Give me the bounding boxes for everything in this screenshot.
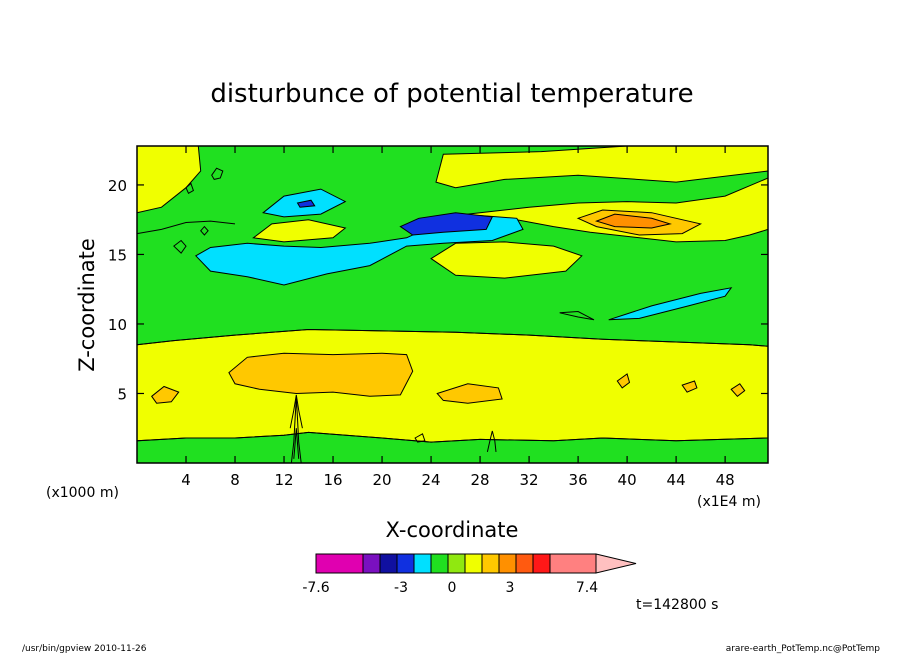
y-axis-label: Z-coordinate bbox=[75, 238, 99, 372]
contour-line bbox=[289, 394, 303, 429]
x-tick-label: 40 bbox=[618, 471, 637, 489]
colorbar-labels: -7.6 -3 0 3 7.4 bbox=[302, 580, 598, 596]
contour-region-dark_orange bbox=[594, 213, 672, 229]
contour-line bbox=[200, 225, 209, 236]
colorbar-swatch bbox=[515, 553, 534, 574]
x-tick-label: 8 bbox=[230, 471, 240, 489]
x-tick-label: 16 bbox=[323, 471, 342, 489]
colorbar-swatch bbox=[549, 553, 597, 574]
x-tick-label: 4 bbox=[181, 471, 191, 489]
contour-region-orange bbox=[228, 352, 414, 397]
filled-contour-regions bbox=[136, 145, 769, 443]
contour-line bbox=[136, 220, 236, 235]
colorbar-swatch bbox=[532, 553, 551, 574]
colorbar-swatch bbox=[481, 553, 500, 574]
contour-region-orange bbox=[436, 383, 503, 404]
x-axis-ticks: 4 8 12 16 20 24 28 32 36 40 44 48 bbox=[181, 146, 735, 489]
contour-line bbox=[414, 433, 426, 443]
colorbar-label: -3 bbox=[394, 580, 408, 596]
colorbar-swatch bbox=[396, 553, 415, 574]
time-label: t=142800 s bbox=[636, 597, 718, 613]
x-unit-left: (x1000 m) bbox=[46, 485, 119, 501]
colorbar-swatch bbox=[379, 553, 398, 574]
colorbar-label: 3 bbox=[506, 580, 515, 596]
y-tick-label: 15 bbox=[108, 246, 127, 264]
x-tick-label: 32 bbox=[520, 471, 539, 489]
contour-region-yellow bbox=[136, 328, 769, 443]
footer-left: /usr/bin/gpview 2010-11-26 bbox=[22, 644, 147, 654]
footer-right: arare-earth_PotTemp.nc@PotTemp bbox=[726, 644, 881, 654]
contour-region-orange bbox=[616, 373, 631, 389]
contour-line bbox=[136, 328, 769, 347]
x-tick-label: 12 bbox=[274, 471, 293, 489]
contour-region-blue bbox=[399, 212, 494, 236]
chart-title: disturbunce of potential temperature bbox=[210, 79, 693, 109]
contour-region-orange bbox=[681, 380, 698, 393]
x-tick-label: 20 bbox=[373, 471, 392, 489]
colorbar-label: 0 bbox=[448, 580, 457, 596]
contour-region-orange bbox=[151, 385, 180, 404]
x-tick-label: 24 bbox=[422, 471, 441, 489]
plot-frame bbox=[136, 145, 769, 464]
y-tick-label: 5 bbox=[117, 385, 127, 403]
contour-line bbox=[173, 239, 187, 254]
contour-line bbox=[486, 430, 497, 453]
contour-line bbox=[559, 310, 595, 321]
x-axis-label: X-coordinate bbox=[386, 518, 519, 542]
colorbar-swatch bbox=[430, 553, 449, 574]
contour-line bbox=[136, 431, 769, 443]
colorbar-label: -7.6 bbox=[302, 580, 329, 596]
colorbar-swatch bbox=[315, 553, 364, 574]
contour-region-yellow bbox=[252, 219, 347, 243]
y-axis-ticks: 5 10 15 20 bbox=[108, 177, 768, 403]
colorbar-swatch bbox=[362, 553, 381, 574]
contour-region-blue bbox=[296, 199, 316, 208]
colorbar-swatch bbox=[447, 553, 466, 574]
colorbar-swatch bbox=[413, 553, 432, 574]
y-tick-label: 10 bbox=[108, 316, 127, 334]
contour-region-cyan bbox=[608, 287, 733, 321]
contour-line bbox=[185, 182, 195, 195]
x-tick-label: 36 bbox=[569, 471, 588, 489]
contour-line bbox=[293, 428, 300, 459]
contour-region-yellow bbox=[430, 241, 583, 279]
contour-line bbox=[211, 167, 224, 180]
x-tick-label: 48 bbox=[716, 471, 735, 489]
colorbar-arrow bbox=[595, 553, 637, 574]
contour-lines bbox=[136, 167, 769, 464]
colorbar-swatch bbox=[498, 553, 517, 574]
y-tick-label: 20 bbox=[108, 177, 127, 195]
x-unit-right: (x1E4 m) bbox=[697, 494, 761, 510]
colorbar-swatch bbox=[464, 553, 483, 574]
contour-region-orange bbox=[730, 383, 746, 397]
colorbar bbox=[315, 553, 637, 574]
x-tick-label: 28 bbox=[471, 471, 490, 489]
x-tick-label: 44 bbox=[667, 471, 686, 489]
colorbar-label: 7.4 bbox=[576, 580, 598, 596]
